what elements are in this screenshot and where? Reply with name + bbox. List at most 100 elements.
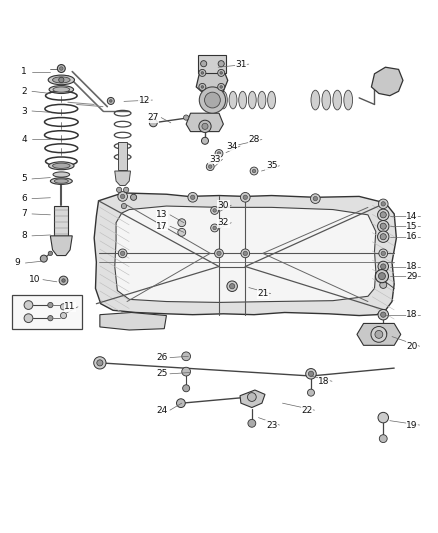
Circle shape — [48, 302, 53, 308]
Text: 18: 18 — [406, 262, 417, 271]
Text: 12: 12 — [139, 95, 150, 104]
Circle shape — [177, 399, 185, 408]
Circle shape — [218, 69, 225, 76]
Text: 11: 11 — [64, 302, 76, 311]
Ellipse shape — [50, 178, 72, 184]
Circle shape — [217, 251, 221, 255]
Bar — [54, 206, 68, 236]
Circle shape — [243, 251, 247, 255]
Polygon shape — [115, 171, 131, 185]
Text: 9: 9 — [14, 259, 21, 268]
Ellipse shape — [258, 91, 266, 109]
Ellipse shape — [53, 87, 70, 92]
Circle shape — [118, 191, 127, 201]
Text: 16: 16 — [406, 232, 417, 241]
Polygon shape — [196, 67, 228, 96]
Circle shape — [24, 301, 33, 310]
Ellipse shape — [322, 90, 331, 110]
Circle shape — [381, 201, 385, 206]
Circle shape — [40, 255, 47, 262]
Circle shape — [121, 204, 127, 209]
Text: 21: 21 — [257, 289, 268, 298]
Circle shape — [118, 249, 127, 258]
Text: 3: 3 — [21, 107, 27, 116]
Ellipse shape — [53, 77, 70, 83]
Circle shape — [311, 194, 320, 204]
Circle shape — [178, 229, 186, 236]
Circle shape — [379, 435, 387, 442]
Ellipse shape — [53, 163, 70, 168]
Circle shape — [201, 86, 204, 88]
Circle shape — [208, 165, 212, 168]
Circle shape — [178, 219, 186, 227]
Circle shape — [48, 251, 53, 255]
Circle shape — [183, 385, 190, 392]
Bar — [118, 142, 127, 170]
Circle shape — [199, 120, 211, 133]
Circle shape — [213, 226, 216, 230]
Circle shape — [380, 281, 387, 288]
Circle shape — [60, 67, 63, 70]
Text: 19: 19 — [406, 421, 417, 430]
Circle shape — [182, 352, 191, 361]
Circle shape — [379, 249, 388, 258]
Circle shape — [215, 249, 223, 258]
Text: 27: 27 — [148, 113, 159, 122]
Circle shape — [380, 212, 386, 218]
Text: 32: 32 — [218, 218, 229, 227]
Polygon shape — [186, 113, 223, 132]
Text: 4: 4 — [21, 135, 27, 144]
Text: 2: 2 — [21, 87, 27, 96]
Text: 26: 26 — [156, 353, 168, 362]
Circle shape — [117, 187, 122, 192]
Circle shape — [378, 273, 385, 280]
Circle shape — [227, 281, 237, 292]
Circle shape — [378, 209, 389, 221]
Text: 28: 28 — [248, 135, 260, 144]
Circle shape — [247, 393, 256, 401]
Circle shape — [62, 279, 65, 282]
Circle shape — [97, 360, 103, 366]
Circle shape — [371, 327, 387, 342]
Bar — [12, 295, 82, 329]
Text: 14: 14 — [406, 212, 417, 221]
Circle shape — [60, 312, 67, 319]
Circle shape — [306, 368, 316, 379]
Circle shape — [380, 233, 386, 240]
Circle shape — [378, 413, 389, 423]
Circle shape — [201, 71, 204, 74]
Ellipse shape — [239, 91, 247, 109]
Circle shape — [378, 221, 389, 232]
Circle shape — [201, 61, 207, 67]
Text: 15: 15 — [406, 222, 417, 231]
Circle shape — [24, 314, 33, 322]
Ellipse shape — [54, 179, 68, 183]
Text: 7: 7 — [21, 209, 27, 219]
Circle shape — [124, 187, 129, 192]
Circle shape — [308, 371, 314, 376]
Text: 18: 18 — [406, 310, 417, 319]
Text: 35: 35 — [266, 161, 277, 170]
Ellipse shape — [53, 172, 70, 177]
Ellipse shape — [49, 86, 74, 93]
Text: 25: 25 — [156, 369, 168, 378]
Text: 29: 29 — [406, 272, 417, 281]
Circle shape — [218, 84, 225, 91]
Circle shape — [381, 312, 386, 317]
Circle shape — [149, 119, 157, 127]
Circle shape — [243, 195, 247, 199]
Ellipse shape — [344, 90, 353, 110]
Circle shape — [213, 209, 216, 212]
Circle shape — [375, 330, 383, 338]
Circle shape — [211, 206, 219, 214]
Circle shape — [217, 152, 221, 155]
Text: 17: 17 — [156, 222, 168, 231]
Polygon shape — [240, 390, 265, 408]
Text: 30: 30 — [218, 201, 229, 209]
Circle shape — [313, 197, 318, 201]
Text: 5: 5 — [21, 174, 27, 183]
Circle shape — [381, 251, 385, 255]
Circle shape — [375, 270, 389, 282]
Circle shape — [378, 310, 389, 320]
Text: 8: 8 — [21, 231, 27, 240]
